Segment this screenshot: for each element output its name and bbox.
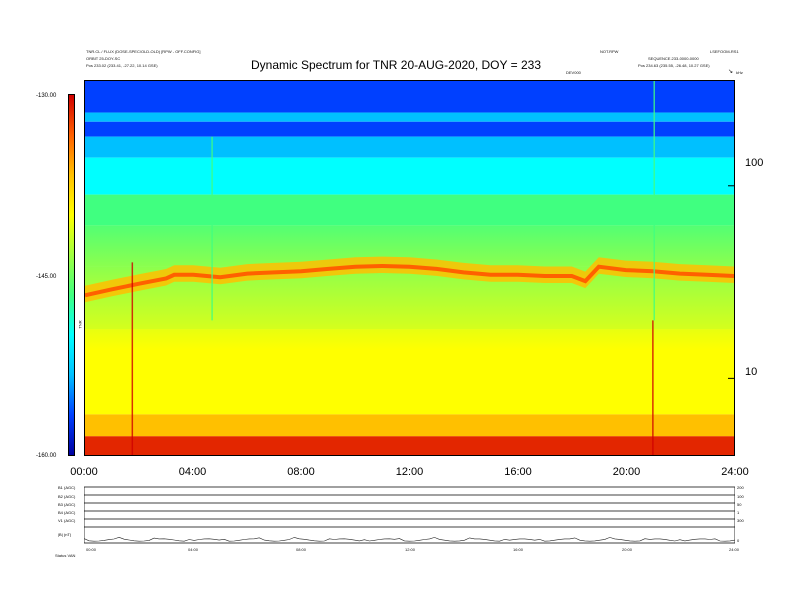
- lower-xtick-2: 08:00: [296, 547, 307, 552]
- y-tick-100: 100: [745, 157, 764, 169]
- lower-right-4: 300: [737, 518, 744, 523]
- x-tick-2: 08:00: [287, 466, 315, 478]
- lower-xtick-3: 12:00: [405, 547, 416, 552]
- spectrum-band-4: [85, 157, 734, 195]
- header-right-line2: SEQUENCE.233-0000-0000: [648, 56, 699, 61]
- colorbar-tick-mid: -145.00: [36, 274, 57, 280]
- corner-mark-icon: ↘: [728, 69, 734, 75]
- spectrum-band-9: [85, 414, 734, 437]
- header-left-line3: Pos 233.02 (233.41, -27.22, 10.14 GSE): [86, 63, 158, 68]
- lower-label-4: V1 (AGC): [58, 518, 76, 523]
- x-tick-5: 20:00: [612, 466, 641, 478]
- spectrum-band-3: [85, 136, 734, 158]
- chart-title: Dynamic Spectrum for TNR 20-AUG-2020, DO…: [250, 58, 541, 72]
- lower-footer: Status VAN: [55, 553, 76, 558]
- lower-right-1: 100: [737, 494, 744, 499]
- lower-right-0: 200: [737, 485, 744, 490]
- colorbar-label: TNR: [77, 320, 83, 329]
- lower-right-5: 0: [737, 538, 740, 543]
- low-frequency-floor: [85, 436, 734, 455]
- spectrum-band-2: [85, 121, 734, 137]
- spectrum-gradient-overlay: [85, 225, 734, 351]
- lower-xtick-5: 20:00: [622, 547, 633, 552]
- spectrum-band-1: [85, 112, 734, 122]
- lower-right-2: 50: [737, 502, 742, 507]
- y-tick-10: 10: [745, 366, 758, 378]
- colorbar-tick-top: -130.00: [36, 93, 57, 99]
- lower-label-1: B2 (AGC): [58, 494, 76, 499]
- header-right-line1: NOT.RPW: [600, 49, 619, 54]
- lower-label-3: B4 (AGC): [58, 510, 76, 515]
- lower-xtick-1: 04:00: [188, 547, 199, 552]
- header-mid-right-tag: DEV000: [566, 70, 581, 75]
- spectrogram-plot: [85, 81, 734, 455]
- header-left-line1: TNR.CL / FLUX (DOSE-SPEC/OLD-OLD) [RPW -…: [86, 49, 201, 54]
- colorbar-tick-bottom: -160.00: [36, 453, 57, 459]
- header-left-line2: ORBIT 25-DOY-SC: [86, 56, 121, 61]
- x-tick-1: 04:00: [178, 466, 207, 478]
- colorbar: [68, 94, 75, 456]
- lower-xtick-6: 24:00: [729, 547, 740, 552]
- x-tick-0: 00:00: [70, 466, 98, 478]
- spectrogram-panel: [84, 80, 735, 456]
- header-right-line3: Pos 234.63 (235.55, -26.48, 10.27 GSE): [638, 63, 710, 68]
- lower-right-3: 1: [737, 510, 740, 515]
- lower-xtick-4: 16:00: [513, 547, 524, 552]
- spectrum-band-0: [85, 81, 734, 113]
- header-far-right-a: LSEFOOM-RS1: [710, 49, 739, 54]
- spectrum-band-5: [85, 194, 734, 226]
- lower-label-5: |B| (nT): [58, 532, 72, 537]
- lower-xtick-0: 00:00: [86, 547, 97, 552]
- lower-timeseries-panel: [84, 486, 735, 544]
- plasma-line: [85, 263, 734, 298]
- lower-label-0: B1 (AGC): [58, 485, 76, 490]
- plasma-line-halo: [85, 256, 734, 303]
- x-tick-3: 12:00: [395, 466, 424, 478]
- x-tick-6: 24:00: [721, 466, 749, 478]
- b-field-trace: [84, 536, 735, 542]
- header-far-right-b: kHz: [736, 70, 743, 75]
- lower-label-2: B3 (AGC): [58, 502, 76, 507]
- x-tick-4: 16:00: [504, 466, 532, 478]
